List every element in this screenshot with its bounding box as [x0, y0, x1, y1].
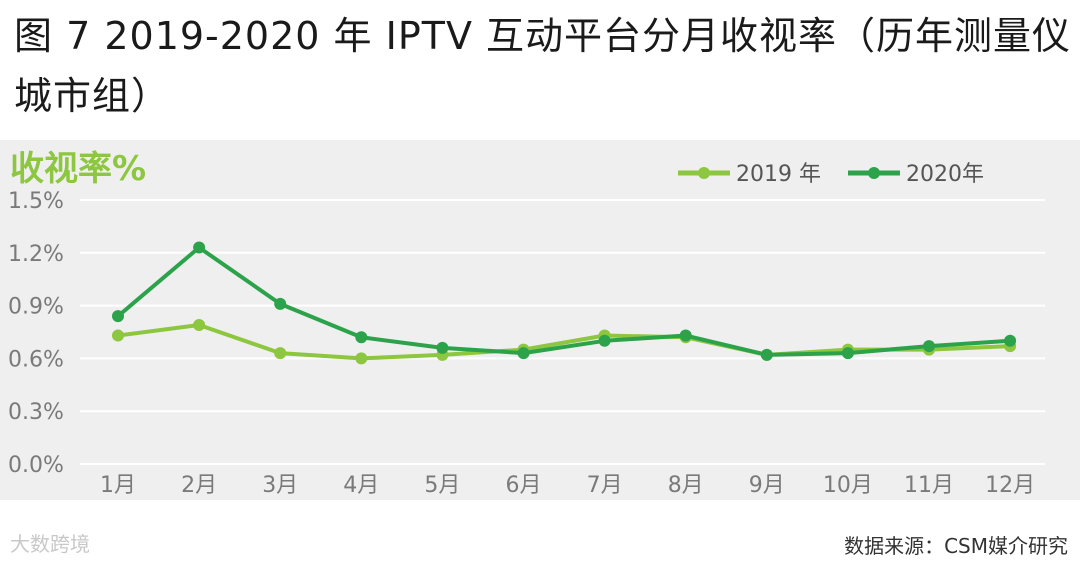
x-tick-label: 5月	[424, 473, 460, 498]
data-point	[760, 348, 773, 361]
x-tick-label: 6月	[506, 473, 542, 498]
data-point	[274, 347, 287, 360]
data-point	[1004, 334, 1017, 347]
legend-swatch-marker	[868, 167, 880, 179]
watermark-logo: 大数跨境	[10, 532, 90, 556]
x-tick-label: 8月	[668, 473, 704, 498]
data-point	[923, 340, 935, 353]
legend: 2019 年 2020年	[678, 162, 984, 187]
series-line-1	[117, 322, 1011, 361]
gridlines	[80, 199, 1045, 465]
figure-title: 图 7 2019-2020 年 IPTV 互动平台分月收视率（历年测量仪城市组）	[14, 14, 1072, 118]
data-point	[679, 329, 692, 342]
data-point	[355, 352, 368, 365]
y-tick-label: 0.0%	[8, 453, 64, 478]
data-point	[355, 331, 368, 344]
x-tick-label: 10月	[823, 473, 873, 498]
data-point	[274, 297, 287, 310]
data-point	[517, 347, 530, 360]
y-tick-label: 0.9%	[8, 295, 64, 320]
legend-swatch-marker	[698, 167, 710, 179]
x-tick-labels: 1月 2月 3月 4月 5月 6月 7月 8月 9月 10月 11月 12月	[100, 473, 1035, 498]
x-tick-label: 9月	[749, 473, 785, 498]
data-point	[112, 329, 124, 342]
y-tick-label: 0.3%	[8, 400, 64, 425]
x-tick-label: 7月	[587, 473, 623, 498]
chart-svg: 收视率% 0.0% 0.3% 0.6% 0.9% 1.2% 1.5% 1月 2月 3月 4月 5月…	[0, 140, 1080, 500]
data-point	[193, 241, 206, 254]
data-point	[598, 334, 611, 347]
x-tick-label: 2月	[181, 473, 217, 498]
data-point	[841, 347, 854, 360]
x-tick-label: 4月	[343, 473, 379, 498]
x-tick-label: 1月	[100, 473, 136, 498]
x-tick-label: 3月	[262, 473, 298, 498]
data-point	[112, 310, 124, 323]
data-point	[193, 318, 206, 331]
x-tick-label: 12月	[985, 473, 1035, 498]
y-tick-label: 1.2%	[8, 242, 64, 267]
y-axis-label: 收视率%	[10, 149, 146, 189]
series-lines	[112, 241, 1017, 365]
data-source: 数据来源：CSM媒介研究	[844, 534, 1068, 558]
legend-label: 2019 年	[736, 162, 821, 187]
series-line-2	[116, 245, 1011, 357]
chart-background	[0, 140, 1080, 500]
data-point	[436, 341, 449, 354]
x-tick-label: 11月	[904, 473, 954, 498]
y-tick-label: 1.5%	[8, 189, 64, 214]
line-chart: 收视率% 0.0% 0.3% 0.6% 0.9% 1.2% 1.5% 1月 2月 3月 4月 5月…	[0, 140, 1080, 500]
y-tick-label: 0.6%	[8, 347, 64, 372]
legend-label: 2020年	[906, 162, 984, 187]
y-tick-labels: 0.0% 0.3% 0.6% 0.9% 1.2% 1.5%	[8, 189, 64, 478]
